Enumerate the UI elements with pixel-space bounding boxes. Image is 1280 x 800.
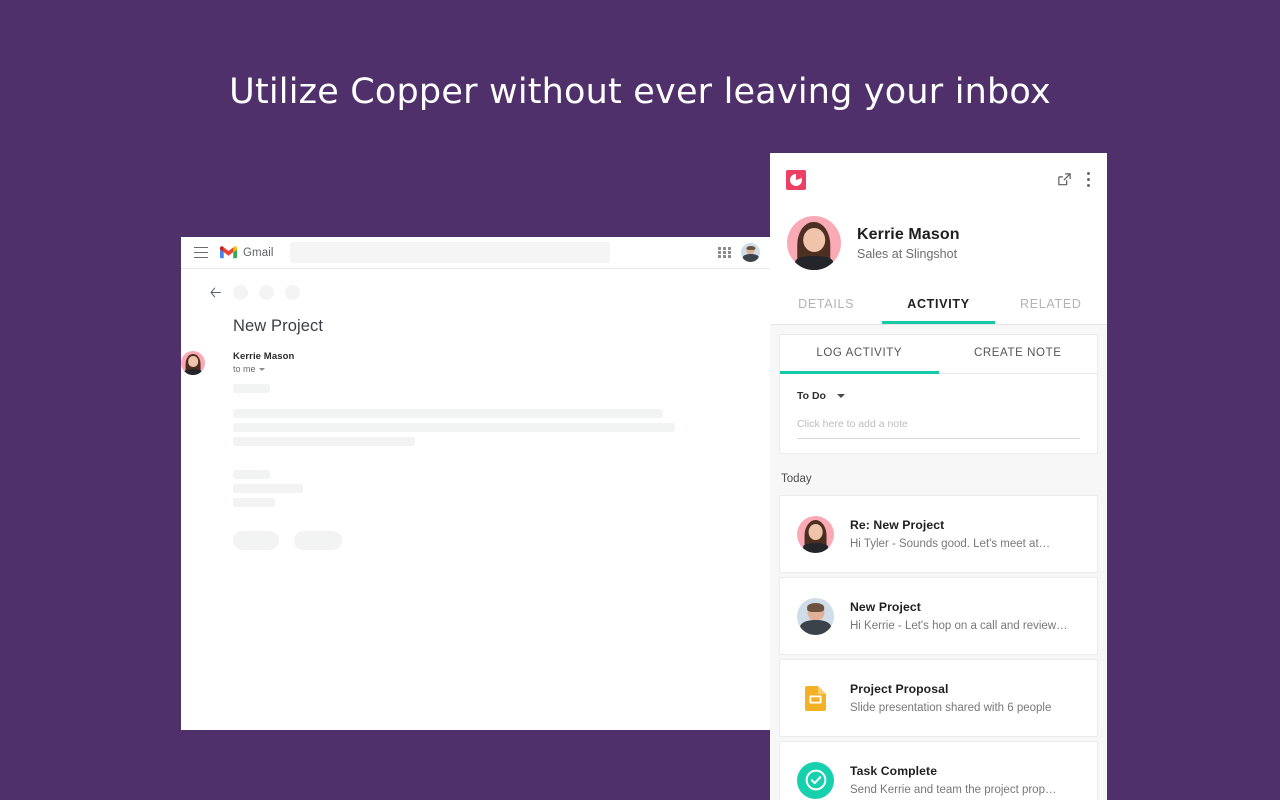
log-card-tabs: LOG ACTIVITY CREATE NOTE bbox=[780, 335, 1097, 374]
activity-list-item[interactable]: Project Proposal Slide presentation shar… bbox=[779, 659, 1098, 737]
copper-panel: Kerrie Mason Sales at Slingshot DETAILS … bbox=[770, 153, 1107, 800]
toolbar-placeholder-dot[interactable] bbox=[259, 285, 274, 300]
google-slides-icon bbox=[797, 679, 834, 717]
chevron-down-icon bbox=[836, 394, 845, 398]
gmail-logo-icon bbox=[220, 246, 237, 259]
activity-title: Project Proposal bbox=[850, 681, 949, 696]
tab-activity[interactable]: ACTIVITY bbox=[882, 287, 995, 324]
activity-scroll-area: LOG ACTIVITY CREATE NOTE To Do Today Re:… bbox=[770, 325, 1107, 800]
tab-log-activity[interactable]: LOG ACTIVITY bbox=[780, 335, 939, 374]
gmail-email-body: New Project Kerrie Mason to me bbox=[181, 300, 770, 555]
activity-subtitle: Send Kerrie and team the project prop… bbox=[850, 783, 1057, 796]
email-body-placeholder bbox=[233, 409, 663, 418]
activity-title: New Project bbox=[850, 599, 921, 614]
contact-role: Sales at Slingshot bbox=[857, 246, 958, 261]
gmail-top-bar: Gmail bbox=[181, 237, 770, 269]
note-input[interactable] bbox=[797, 418, 1080, 439]
contact-name: Kerrie Mason bbox=[857, 225, 960, 243]
tab-details[interactable]: DETAILS bbox=[798, 297, 855, 311]
gmail-wordmark: Gmail bbox=[243, 246, 274, 259]
email-body-placeholder bbox=[233, 423, 675, 432]
email-body-placeholder bbox=[233, 470, 270, 479]
contact-avatar bbox=[787, 216, 841, 270]
email-body-placeholder bbox=[233, 498, 275, 507]
gmail-nav-row bbox=[181, 269, 770, 300]
tab-related[interactable]: RELATED bbox=[1020, 297, 1082, 311]
log-activity-card: LOG ACTIVITY CREATE NOTE To Do bbox=[779, 334, 1098, 454]
email-body-placeholder bbox=[233, 384, 270, 393]
email-recipient[interactable]: to me bbox=[233, 363, 770, 376]
gmail-window: Gmail New Project Kerrie Mason bbox=[181, 237, 770, 730]
apps-grid-icon[interactable] bbox=[718, 247, 731, 258]
chevron-down-icon bbox=[258, 368, 265, 371]
log-card-body: To Do bbox=[780, 374, 1097, 453]
more-options-icon[interactable] bbox=[1087, 172, 1090, 187]
activity-type-dropdown[interactable]: To Do bbox=[797, 390, 845, 402]
email-subject: New Project bbox=[233, 317, 324, 335]
activity-list-item[interactable]: Task Complete Send Kerrie and team the p… bbox=[779, 741, 1098, 800]
account-avatar[interactable] bbox=[741, 243, 760, 262]
email-action-placeholder-button[interactable] bbox=[294, 531, 343, 550]
gmail-top-bar-actions bbox=[718, 243, 760, 262]
email-body-placeholder bbox=[233, 484, 303, 493]
copper-panel-actions bbox=[1057, 172, 1090, 187]
hamburger-menu-icon[interactable] bbox=[194, 247, 208, 258]
avatar bbox=[797, 515, 834, 553]
tab-create-note[interactable]: CREATE NOTE bbox=[973, 347, 1062, 359]
activity-title: Re: New Project bbox=[850, 517, 945, 532]
activity-title: Task Complete bbox=[850, 763, 938, 778]
email-action-placeholder-button[interactable] bbox=[233, 531, 279, 550]
gmail-search-input[interactable] bbox=[289, 242, 610, 263]
page-headline: Utilize Copper without ever leaving your… bbox=[229, 72, 1051, 112]
copper-logo-icon bbox=[786, 169, 806, 190]
activity-type-value: To Do bbox=[797, 390, 826, 402]
avatar bbox=[797, 597, 834, 635]
activity-list-item[interactable]: New Project Hi Kerrie - Let's hop on a c… bbox=[779, 577, 1098, 655]
email-sender-avatar bbox=[181, 351, 205, 375]
toolbar-placeholder-dot[interactable] bbox=[233, 285, 248, 300]
copper-tabs: DETAILS ACTIVITY RELATED bbox=[770, 287, 1107, 325]
toolbar-placeholder-dot[interactable] bbox=[285, 285, 300, 300]
activity-subtitle: Slide presentation shared with 6 people bbox=[850, 701, 1052, 714]
copper-panel-header bbox=[770, 153, 1107, 206]
task-complete-icon bbox=[797, 761, 834, 799]
back-arrow-icon[interactable] bbox=[209, 286, 222, 299]
activity-subtitle: Hi Kerrie - Let's hop on a call and revi… bbox=[850, 619, 1068, 632]
timeline-group-label: Today bbox=[781, 473, 812, 485]
email-body-placeholder bbox=[233, 437, 415, 446]
activity-subtitle: Hi Tyler - Sounds good. Let's meet at… bbox=[850, 537, 1051, 550]
activity-list-item[interactable]: Re: New Project Hi Tyler - Sounds good. … bbox=[779, 495, 1098, 573]
contact-summary: Kerrie Mason Sales at Slingshot bbox=[770, 206, 1107, 280]
email-sender-name: Kerrie Mason bbox=[233, 351, 295, 362]
email-recipient-label: to me bbox=[233, 364, 256, 374]
open-external-icon[interactable] bbox=[1057, 172, 1072, 187]
